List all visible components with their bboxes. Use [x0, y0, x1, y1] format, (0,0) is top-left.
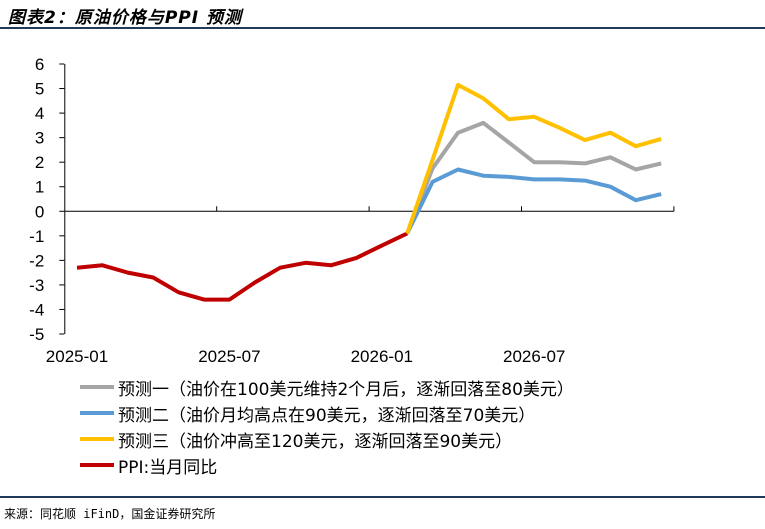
y-tick-label: 4 [35, 104, 44, 123]
y-tick-label: -1 [29, 227, 44, 246]
legend-item: 预测三（油价冲高至120美元，逐渐回落至90美元） [80, 426, 574, 452]
y-tick-label: -5 [29, 325, 44, 344]
y-tick-label: 0 [35, 202, 44, 221]
legend-swatch [80, 463, 114, 467]
title-divider [0, 27, 765, 29]
series-line-4 [76, 231, 409, 302]
legend-swatch [80, 437, 114, 441]
legend: 预测一（油价在100美元维持2个月后，逐渐回落至80美元） 预测二（油价月均高点在… [80, 374, 574, 478]
source-divider [0, 496, 765, 498]
y-tick-label: -2 [29, 251, 44, 270]
x-tick-label: 2025-01 [46, 347, 108, 366]
legend-item: PPI:当月同比 [80, 452, 574, 478]
legend-item: 预测一（油价在100美元维持2个月后，逐渐回落至80美元） [80, 374, 574, 400]
legend-label: 预测三（油价冲高至120美元，逐渐回落至90美元） [118, 431, 513, 452]
y-tick-label: 6 [35, 55, 44, 74]
y-tick-label: 1 [35, 178, 44, 197]
legend-label: 预测二（油价月均高点在90美元，逐渐回落至70美元） [118, 405, 536, 426]
y-tick-label: 2 [35, 153, 44, 172]
series-line-2 [405, 167, 662, 235]
legend-label: 预测一（油价在100美元维持2个月后，逐渐回落至80美元） [118, 379, 574, 400]
x-tick-label: 2026-01 [351, 347, 413, 366]
source-note: 来源：同花顺 iFinD，国金证券研究所 [4, 507, 216, 521]
chart-title: 图表2：原油价格与PPI 预测 [8, 8, 242, 28]
y-tick-label: 3 [35, 129, 44, 148]
legend-swatch [80, 385, 114, 389]
x-tick-label: 2025-07 [198, 347, 260, 366]
y-tick-label: -4 [29, 300, 44, 319]
legend-item: 预测二（油价月均高点在90美元，逐渐回落至70美元） [80, 400, 574, 426]
legend-label: PPI:当月同比 [118, 457, 218, 478]
x-tick-label: 2026-07 [503, 347, 565, 366]
legend-swatch [80, 411, 114, 415]
y-tick-label: 5 [35, 80, 44, 99]
y-tick-label: -3 [29, 276, 44, 295]
